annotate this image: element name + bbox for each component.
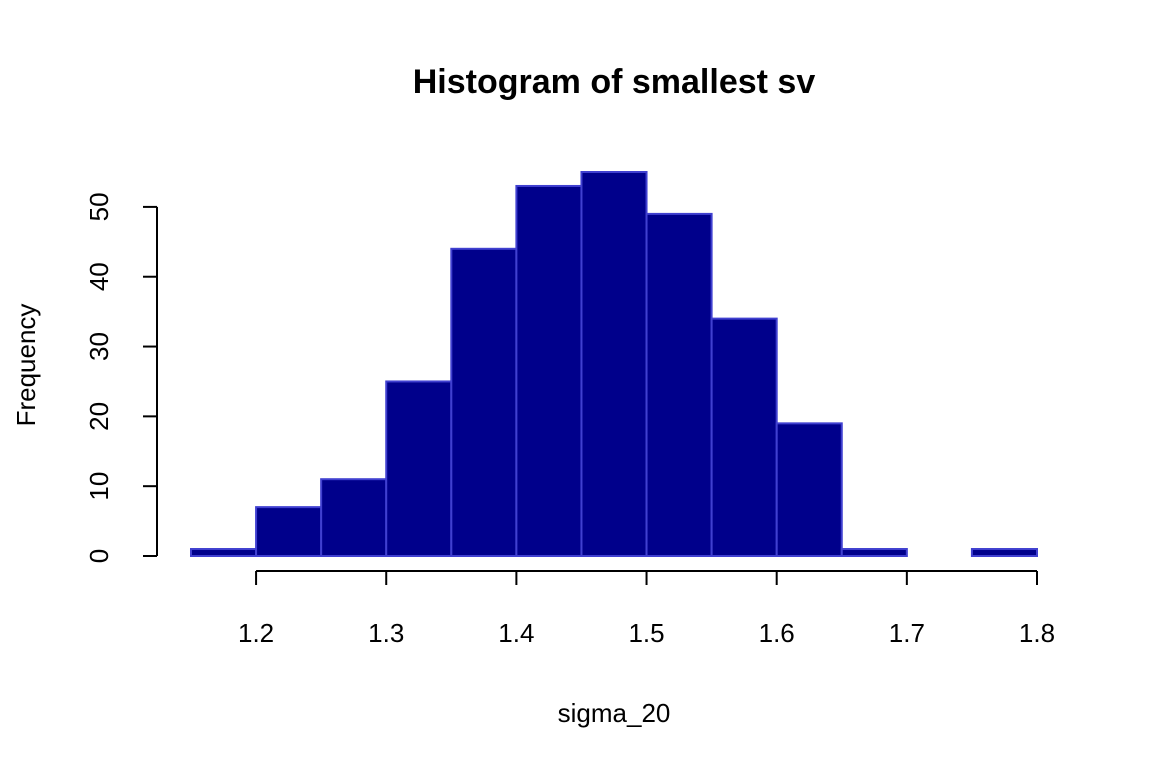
y-tick-label-3: 30 xyxy=(84,332,114,361)
x-tick-label-3: 1.5 xyxy=(628,618,664,648)
histogram-bar-7 xyxy=(645,212,713,558)
y-tick-label-0: 0 xyxy=(84,549,114,563)
histogram-bar-3 xyxy=(385,380,453,558)
bars-layer xyxy=(190,171,1039,558)
x-tick-label-6: 1.8 xyxy=(1019,618,1055,648)
histogram-bar-5 xyxy=(515,184,583,558)
y-axis-label: Frequency xyxy=(11,304,41,427)
y-tick-label-5: 50 xyxy=(84,192,114,221)
histogram-bar-0 xyxy=(190,548,258,558)
x-tick-label-2: 1.4 xyxy=(498,618,534,648)
x-tick-label-1: 1.3 xyxy=(368,618,404,648)
histogram-bar-10 xyxy=(840,548,908,558)
histogram-bar-2 xyxy=(320,478,388,558)
y-tick-label-2: 20 xyxy=(84,402,114,431)
y-tick-label-1: 10 xyxy=(84,472,114,501)
histogram-bar-8 xyxy=(710,317,778,558)
chart-title: Histogram of smallest sv xyxy=(413,63,816,101)
histogram-bar-4 xyxy=(450,247,518,558)
histogram-bar-6 xyxy=(580,171,648,557)
histogram-bar-9 xyxy=(775,422,843,557)
y-tick-label-4: 40 xyxy=(84,262,114,291)
x-axis: 1.2 1.3 1.4 1.5 1.6 1.7 1.8 xyxy=(238,570,1055,648)
x-tick-label-0: 1.2 xyxy=(238,618,274,648)
y-axis: 0 10 20 30 40 50 xyxy=(84,192,158,563)
histogram-bar-12 xyxy=(970,548,1039,558)
x-tick-label-4: 1.6 xyxy=(759,618,795,648)
x-tick-label-5: 1.7 xyxy=(889,618,925,648)
histogram-bar-1 xyxy=(255,506,323,557)
x-axis-label: sigma_20 xyxy=(558,698,671,728)
